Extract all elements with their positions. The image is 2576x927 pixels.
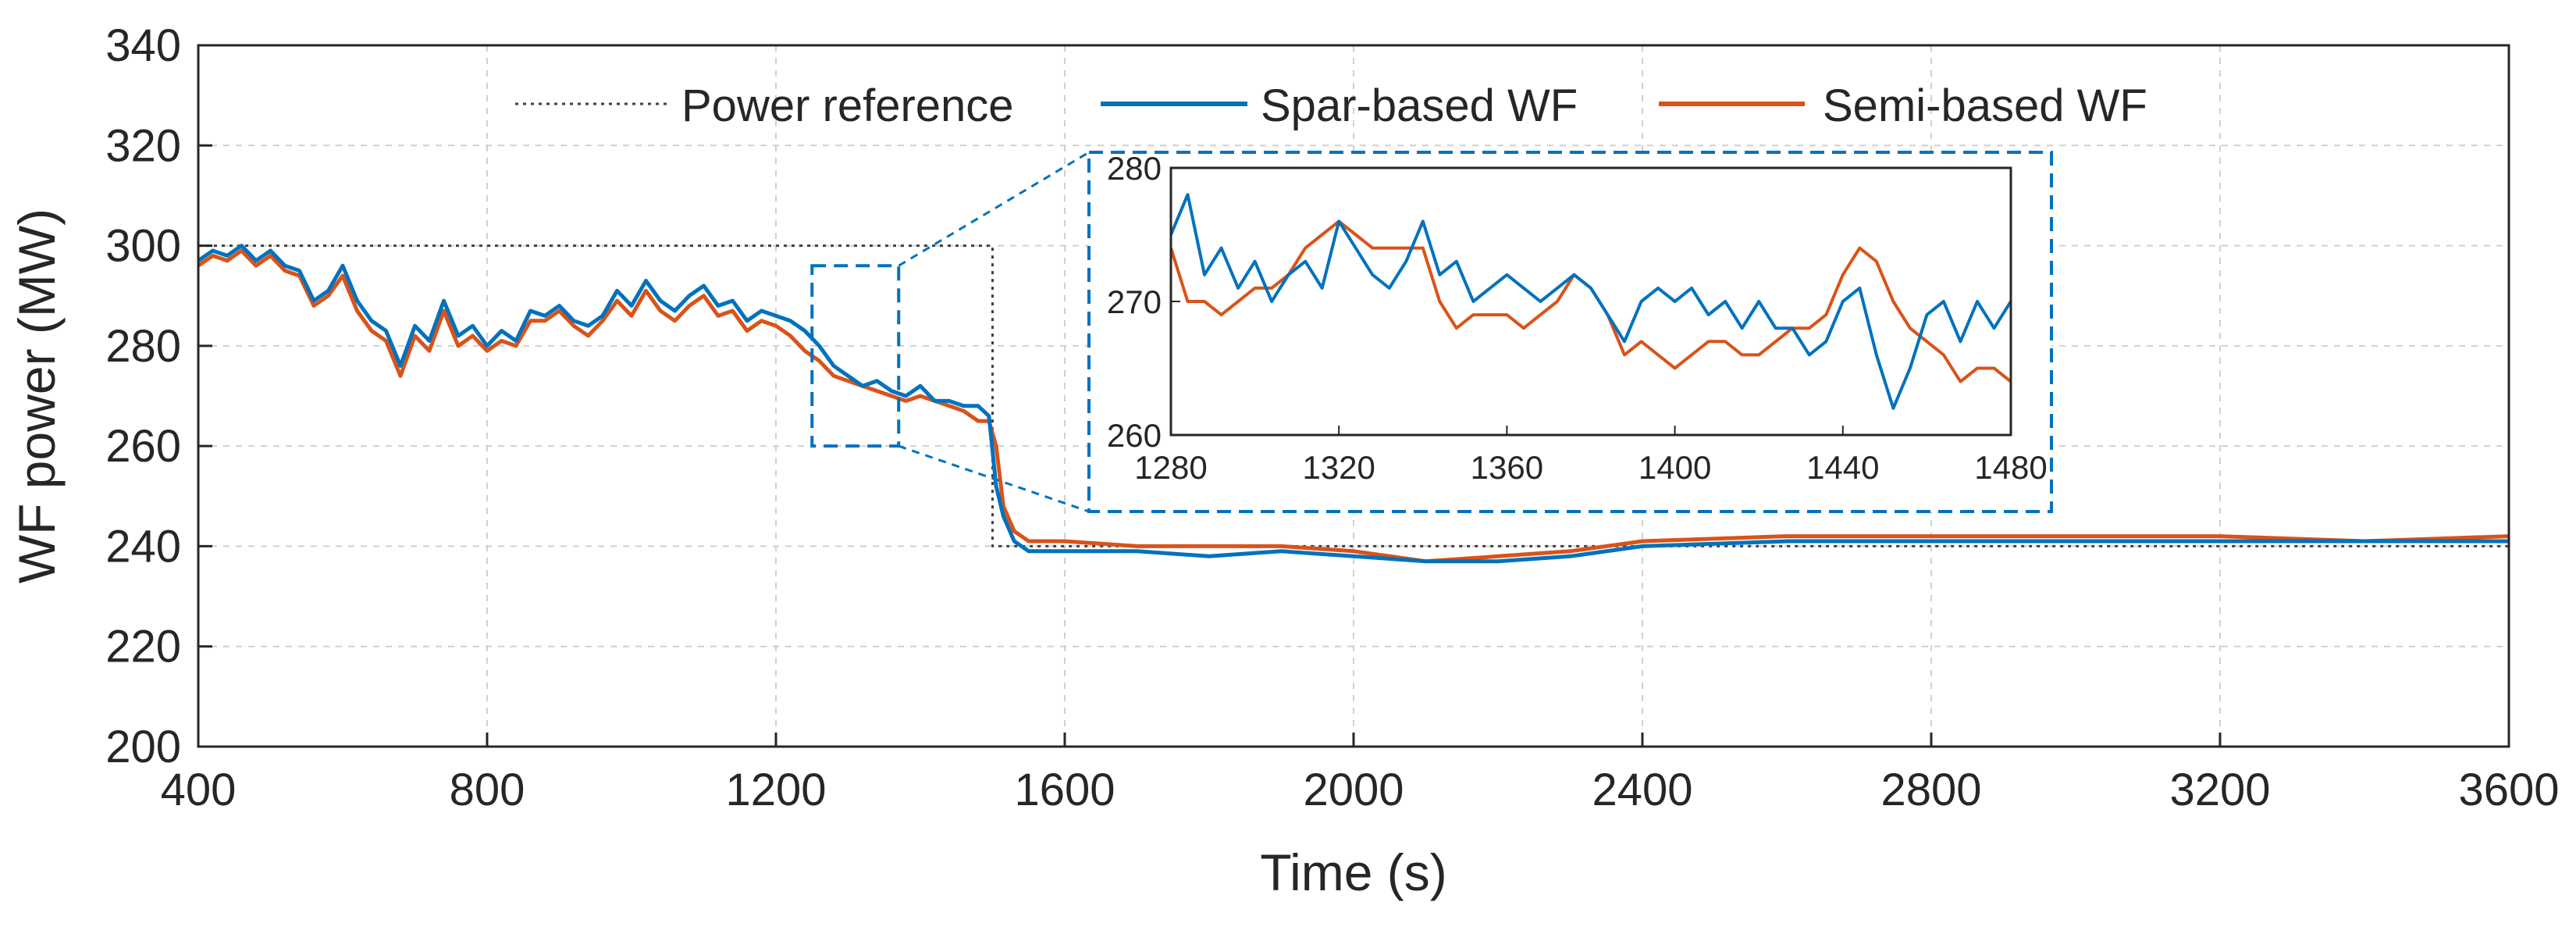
x-tick-label: 1200 — [725, 765, 826, 815]
x-tick-label: 800 — [450, 765, 525, 815]
x-tick-label: 1600 — [1014, 765, 1115, 815]
y-tick-label: 320 — [105, 120, 181, 171]
main-y-ticks: 200 220 240 260 280 300 320 340 — [105, 20, 212, 772]
x-tick-label: 2000 — [1303, 765, 1404, 815]
y-tick-label: 260 — [105, 421, 181, 472]
main-x-ticks: 400 800 1200 1600 2000 2400 2800 3200 3600 — [161, 733, 2560, 815]
inset-y-ticks: 260 270 280 — [1107, 150, 1180, 454]
x-tick-label: 3600 — [2458, 765, 2559, 815]
inset-x-tick-label: 1440 — [1806, 449, 1879, 486]
zoom-highlight-box — [810, 264, 901, 448]
inset-plot-series — [1171, 193, 2011, 410]
legend-reference-label: Power reference — [681, 80, 1014, 131]
connector-top — [898, 151, 1090, 267]
inset-y-tick-label: 260 — [1107, 417, 1162, 454]
inset-dashed-frame — [1087, 151, 2053, 513]
legend: Power reference Spar-based WF Semi-based… — [515, 80, 2147, 131]
inset-x-tick-label: 1400 — [1638, 449, 1711, 486]
inset-connector-lines — [898, 151, 1090, 513]
highlight-rect — [810, 264, 901, 448]
inset-y-tick-label: 270 — [1107, 283, 1162, 320]
legend-spar-label: Spar-based WF — [1261, 80, 1578, 131]
y-tick-label: 240 — [105, 521, 181, 572]
inset-series-line-0 — [1171, 193, 2011, 410]
inset-x-ticks: 1280 1320 1360 1400 1440 1480 — [1134, 426, 2048, 486]
y-tick-label: 220 — [105, 622, 181, 672]
series-line-1 — [198, 244, 2509, 564]
inset-x-tick-label: 1320 — [1302, 449, 1375, 486]
inset-y-tick-label: 280 — [1107, 150, 1162, 187]
x-tick-label: 2800 — [1880, 765, 1981, 815]
legend-semi-label: Semi-based WF — [1823, 80, 2147, 131]
y-tick-label: 340 — [105, 20, 181, 71]
inset-x-tick-label: 1480 — [1974, 449, 2047, 486]
y-tick-label: 300 — [105, 221, 181, 272]
x-tick-label: 400 — [161, 765, 237, 815]
x-tick-label: 3200 — [2169, 765, 2270, 815]
main-plot-series — [198, 244, 2509, 564]
inset-panel: 1280 1320 1360 1400 1440 1480 260 270 280 — [1087, 150, 2053, 513]
y-tick-label: 280 — [105, 321, 181, 372]
series-line-2 — [198, 248, 2509, 564]
x-axis-label: Time (s) — [1260, 843, 1447, 901]
y-tick-label: 200 — [105, 722, 181, 772]
x-tick-label: 2400 — [1592, 765, 1692, 815]
y-axis-label: WF power (MW) — [8, 209, 66, 583]
inset-x-tick-label: 1360 — [1471, 449, 1543, 486]
inset-x-tick-label: 1280 — [1134, 449, 1207, 486]
connector-bottom — [898, 444, 1090, 513]
series-line-0 — [198, 244, 2509, 547]
